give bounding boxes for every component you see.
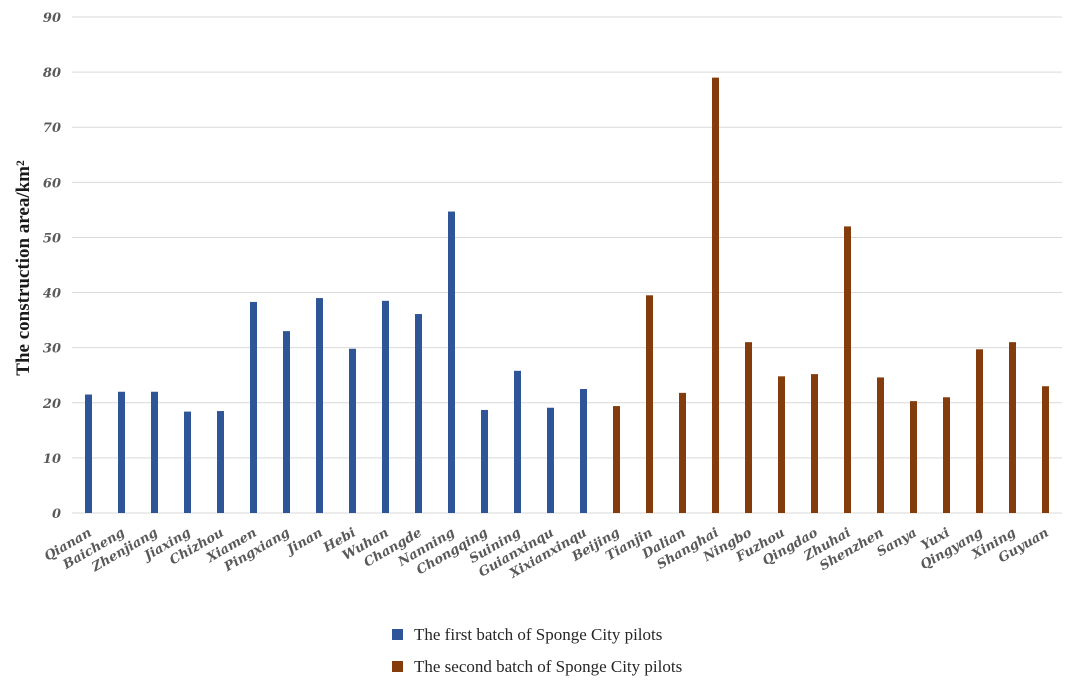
bar-jinan xyxy=(316,298,323,513)
bar-xining xyxy=(1009,342,1016,513)
bar-shanghai xyxy=(712,77,719,513)
bar-pingxiang xyxy=(283,331,290,513)
bar-jiaxing xyxy=(184,411,191,513)
bar-chongqing xyxy=(481,409,488,513)
bar-dalian xyxy=(679,392,686,513)
legend-swatch-first-batch xyxy=(392,629,403,640)
bar-baicheng xyxy=(118,391,125,513)
y-tick-label: 50 xyxy=(43,231,61,246)
y-tick-label: 30 xyxy=(43,342,61,357)
bar-xiamen xyxy=(250,301,257,513)
y-tick-label: 70 xyxy=(43,121,61,136)
bar-guianxinqu xyxy=(547,407,554,513)
legend-swatch-second-batch xyxy=(392,661,403,672)
y-tick-label: 90 xyxy=(43,11,61,26)
bars xyxy=(85,77,1049,513)
bar-suining xyxy=(514,370,521,513)
bar-sanya xyxy=(910,401,917,513)
legend-label-first-batch: The first batch of Sponge City pilots xyxy=(414,625,662,644)
bar-zhenjiang xyxy=(151,391,158,513)
legend-label-second-batch: The second batch of Sponge City pilots xyxy=(414,657,682,676)
y-axis-ticks: 0 10 20 30 40 50 60 70 80 90 xyxy=(42,11,61,522)
bar-hebi xyxy=(349,348,356,513)
bar-chizhou xyxy=(217,411,224,513)
bar-qingyang xyxy=(976,349,983,513)
bar-beijing xyxy=(613,406,620,513)
bar-ningbo xyxy=(745,342,752,513)
bar-shenzhen xyxy=(877,377,884,513)
y-tick-label: 80 xyxy=(43,66,61,81)
y-tick-label: 60 xyxy=(43,176,61,191)
legend: The first batch of Sponge City pilots Th… xyxy=(392,625,682,676)
y-tick-label: 0 xyxy=(52,507,61,522)
bar-zhuhai xyxy=(844,226,851,513)
bar-tianjin xyxy=(646,295,653,513)
bar-qingdao xyxy=(811,374,818,513)
bar-qianan xyxy=(85,394,92,513)
bar-wuhan xyxy=(382,300,389,513)
y-tick-label: 10 xyxy=(43,452,61,467)
y-tick-label: 20 xyxy=(42,397,61,412)
x-tick-label: Jinan xyxy=(282,525,325,559)
y-tick-label: 40 xyxy=(43,287,61,302)
bar-xixianxinqu xyxy=(580,389,587,513)
bar-guyuan xyxy=(1042,386,1049,513)
bar-fuzhou xyxy=(778,376,785,513)
y-axis-title: The construction area/km² xyxy=(13,160,34,376)
bar-changde xyxy=(415,314,422,513)
bar-yuxi xyxy=(943,397,950,513)
bar-nanning xyxy=(448,211,455,513)
x-axis-ticks: QiananBaichengZhenjiangJiaxingChizhouXia… xyxy=(42,525,1052,582)
gridlines xyxy=(72,16,1062,514)
